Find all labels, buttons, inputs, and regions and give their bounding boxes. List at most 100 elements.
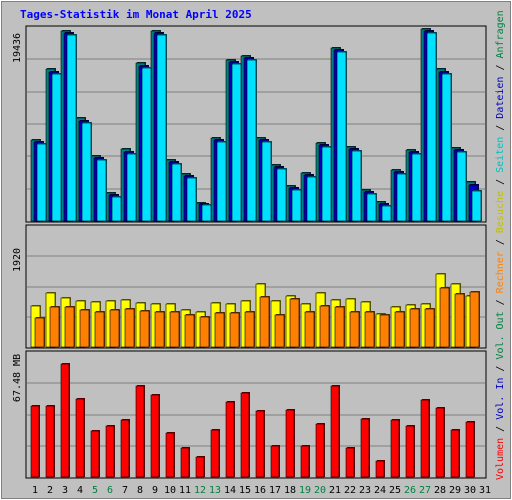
bar-rechner-day-30 [469,291,480,348]
bar-seiten-day-29 [456,151,467,222]
bar-volumen-day-25 [390,419,400,478]
panel-middle-frame [25,224,487,349]
bar-volumen-day-17 [270,445,280,478]
bar-volumen-day-26 [405,425,415,478]
x-tick-label-day-19: 19 [299,485,311,496]
bar-rechner-day-23 [364,311,375,348]
x-tick-label-day-23: 23 [359,485,371,496]
bar-seiten-day-22 [351,150,362,222]
bar-seiten-day-12 [201,204,212,222]
bar-seiten-day-20 [321,146,332,222]
bar-rechner-day-10 [169,311,180,348]
panel-bottom-frame [25,350,487,479]
x-tick-label-day-28: 28 [434,485,446,496]
bar-volumen-day-30 [465,421,475,478]
legend-label-seiten: Seiten [495,137,506,173]
bar-seiten-day-28 [441,73,452,222]
bar-rechner-day-1 [34,317,45,348]
bar-volumen-day-27 [420,399,430,478]
bar-rechner-day-28 [439,287,450,348]
bars [30,28,482,478]
bar-seiten-day-21 [336,51,347,222]
x-tick-label-day-7: 7 [122,485,128,496]
bar-volumen-day-3 [60,363,70,478]
legend-separator: / [495,420,506,438]
bar-volumen-day-14 [225,401,235,478]
bar-rechner-day-19 [304,311,315,348]
bar-seiten-day-15 [246,59,257,222]
x-tick-label-day-13: 13 [209,485,221,496]
bar-volumen-day-19 [300,445,310,478]
legend-separator: / [495,173,506,191]
bar-volumen-day-9 [150,394,160,478]
legend-label-anfragen: Anfragen [495,10,506,58]
bar-volumen-day-13 [210,429,220,478]
bar-seiten-day-27 [426,32,437,222]
bar-rechner-day-15 [244,311,255,348]
panel-middle-ymax-label: 1920 [12,248,23,272]
x-tick-label-day-18: 18 [284,485,296,496]
chart-title: Tages-Statistik im Monat April 2025 [20,8,252,21]
x-tick-label-day-8: 8 [137,485,143,496]
bar-volumen-day-1 [30,405,40,478]
legend-separator: / [495,360,506,378]
legend-separator: / [495,58,506,76]
x-tick-label-day-12: 12 [194,485,206,496]
bar-volumen-day-4 [75,398,85,478]
legend-label-rechner: Rechner [495,251,506,293]
bar-seiten-day-16 [261,141,272,222]
x-tick-label-day-5: 5 [92,485,98,496]
bar-seiten-day-18 [291,189,302,222]
bar-rechner-day-6 [109,309,120,348]
legend-label-volumen: Volumen [495,438,506,480]
bar-rechner-day-26 [409,308,420,348]
bar-volumen-day-23 [360,418,370,478]
x-tick-label-day-16: 16 [254,485,266,496]
bar-rechner-day-7 [124,308,135,348]
bar-volumen-day-5 [90,430,100,478]
bar-seiten-day-13 [216,141,227,222]
bar-volumen-day-10 [165,432,175,478]
bar-rechner-day-2 [49,306,60,348]
bar-seiten-day-9 [156,34,167,222]
bar-seiten-day-30 [471,190,482,222]
x-tick-label-day-9: 9 [152,485,158,496]
legend-separator: / [495,233,506,251]
legend-label-vol-in: Vol. In [495,378,506,420]
legend-separator: / [495,293,506,311]
x-tick-label-day-29: 29 [449,485,461,496]
panel-top-frame [25,25,487,223]
bar-rechner-day-11 [184,314,195,348]
x-tick-label-day-2: 2 [47,485,53,496]
legend-label-besuche: Besuche [495,191,506,233]
x-tick-label-day-22: 22 [344,485,356,496]
bar-volumen-day-20 [315,423,325,478]
bar-rechner-day-12 [199,316,210,348]
bar-rechner-day-24 [379,314,390,348]
x-tick-label-day-26: 26 [404,485,416,496]
panel-bottom-ymax-label: 67.48 MB [12,354,23,402]
bar-rechner-day-13 [214,312,225,348]
x-tick-label-day-25: 25 [389,485,401,496]
panel-top-ymax-label: 19436 [12,33,23,63]
bar-volumen-day-29 [450,429,460,478]
x-tick-label-day-1: 1 [32,485,38,496]
bar-volumen-day-21 [330,385,340,478]
bar-volumen-day-7 [120,419,130,478]
bar-volumen-day-24 [375,460,385,478]
bar-seiten-day-10 [171,163,182,222]
bar-volumen-day-18 [285,409,295,478]
bar-rechner-day-9 [154,311,165,348]
bar-volumen-day-11 [180,447,190,478]
bar-rechner-day-27 [424,308,435,348]
bar-seiten-day-26 [411,153,422,222]
bar-seiten-day-25 [396,173,407,222]
bar-seiten-day-5 [96,159,107,222]
x-tick-label-day-10: 10 [164,485,176,496]
bar-rechner-day-21 [334,306,345,348]
legend-separator: / [495,119,506,137]
bar-rechner-day-5 [94,311,105,348]
